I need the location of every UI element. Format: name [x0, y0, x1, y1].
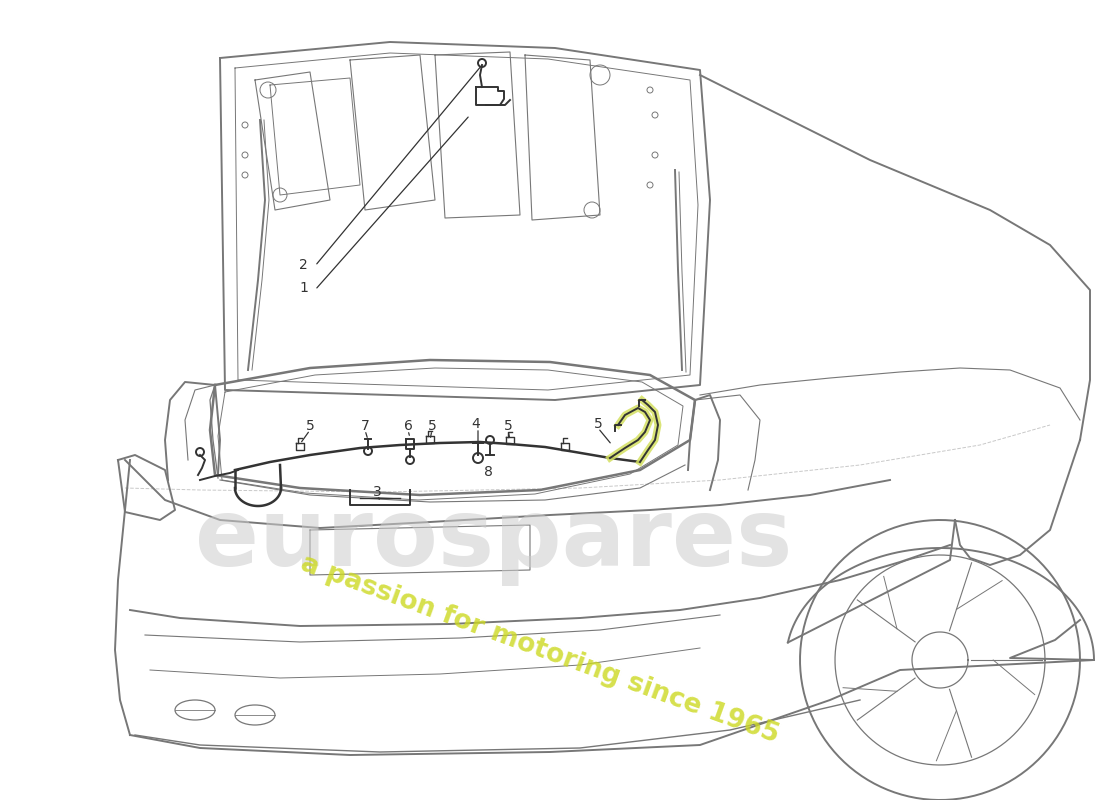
Text: 6: 6: [404, 419, 412, 433]
Text: 7: 7: [361, 419, 370, 433]
Text: 4: 4: [472, 417, 481, 431]
Text: a passion for motoring since 1965: a passion for motoring since 1965: [297, 551, 783, 749]
Text: 3: 3: [373, 485, 382, 499]
Text: 5: 5: [594, 417, 603, 431]
Text: 2: 2: [299, 258, 308, 272]
Text: eurospares: eurospares: [195, 494, 792, 586]
Text: 5: 5: [504, 419, 513, 433]
Text: 1: 1: [299, 281, 308, 295]
Text: 8: 8: [484, 465, 493, 479]
Text: 5: 5: [428, 419, 437, 433]
Text: 5: 5: [306, 419, 315, 433]
